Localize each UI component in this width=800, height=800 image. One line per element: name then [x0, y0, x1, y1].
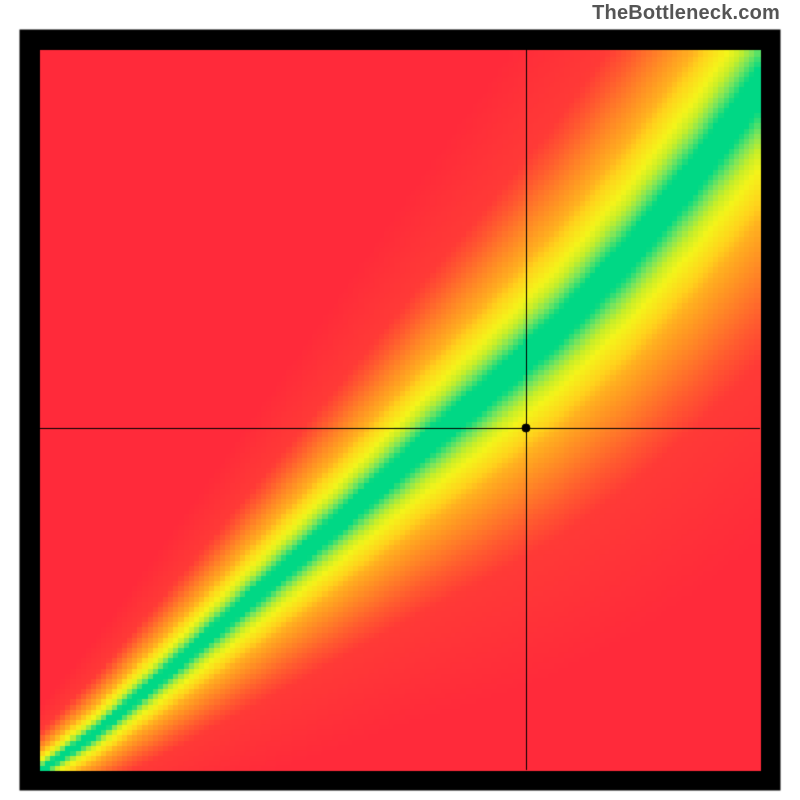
chart-container: TheBottleneck.com	[0, 0, 800, 800]
bottleneck-heatmap	[0, 0, 800, 800]
